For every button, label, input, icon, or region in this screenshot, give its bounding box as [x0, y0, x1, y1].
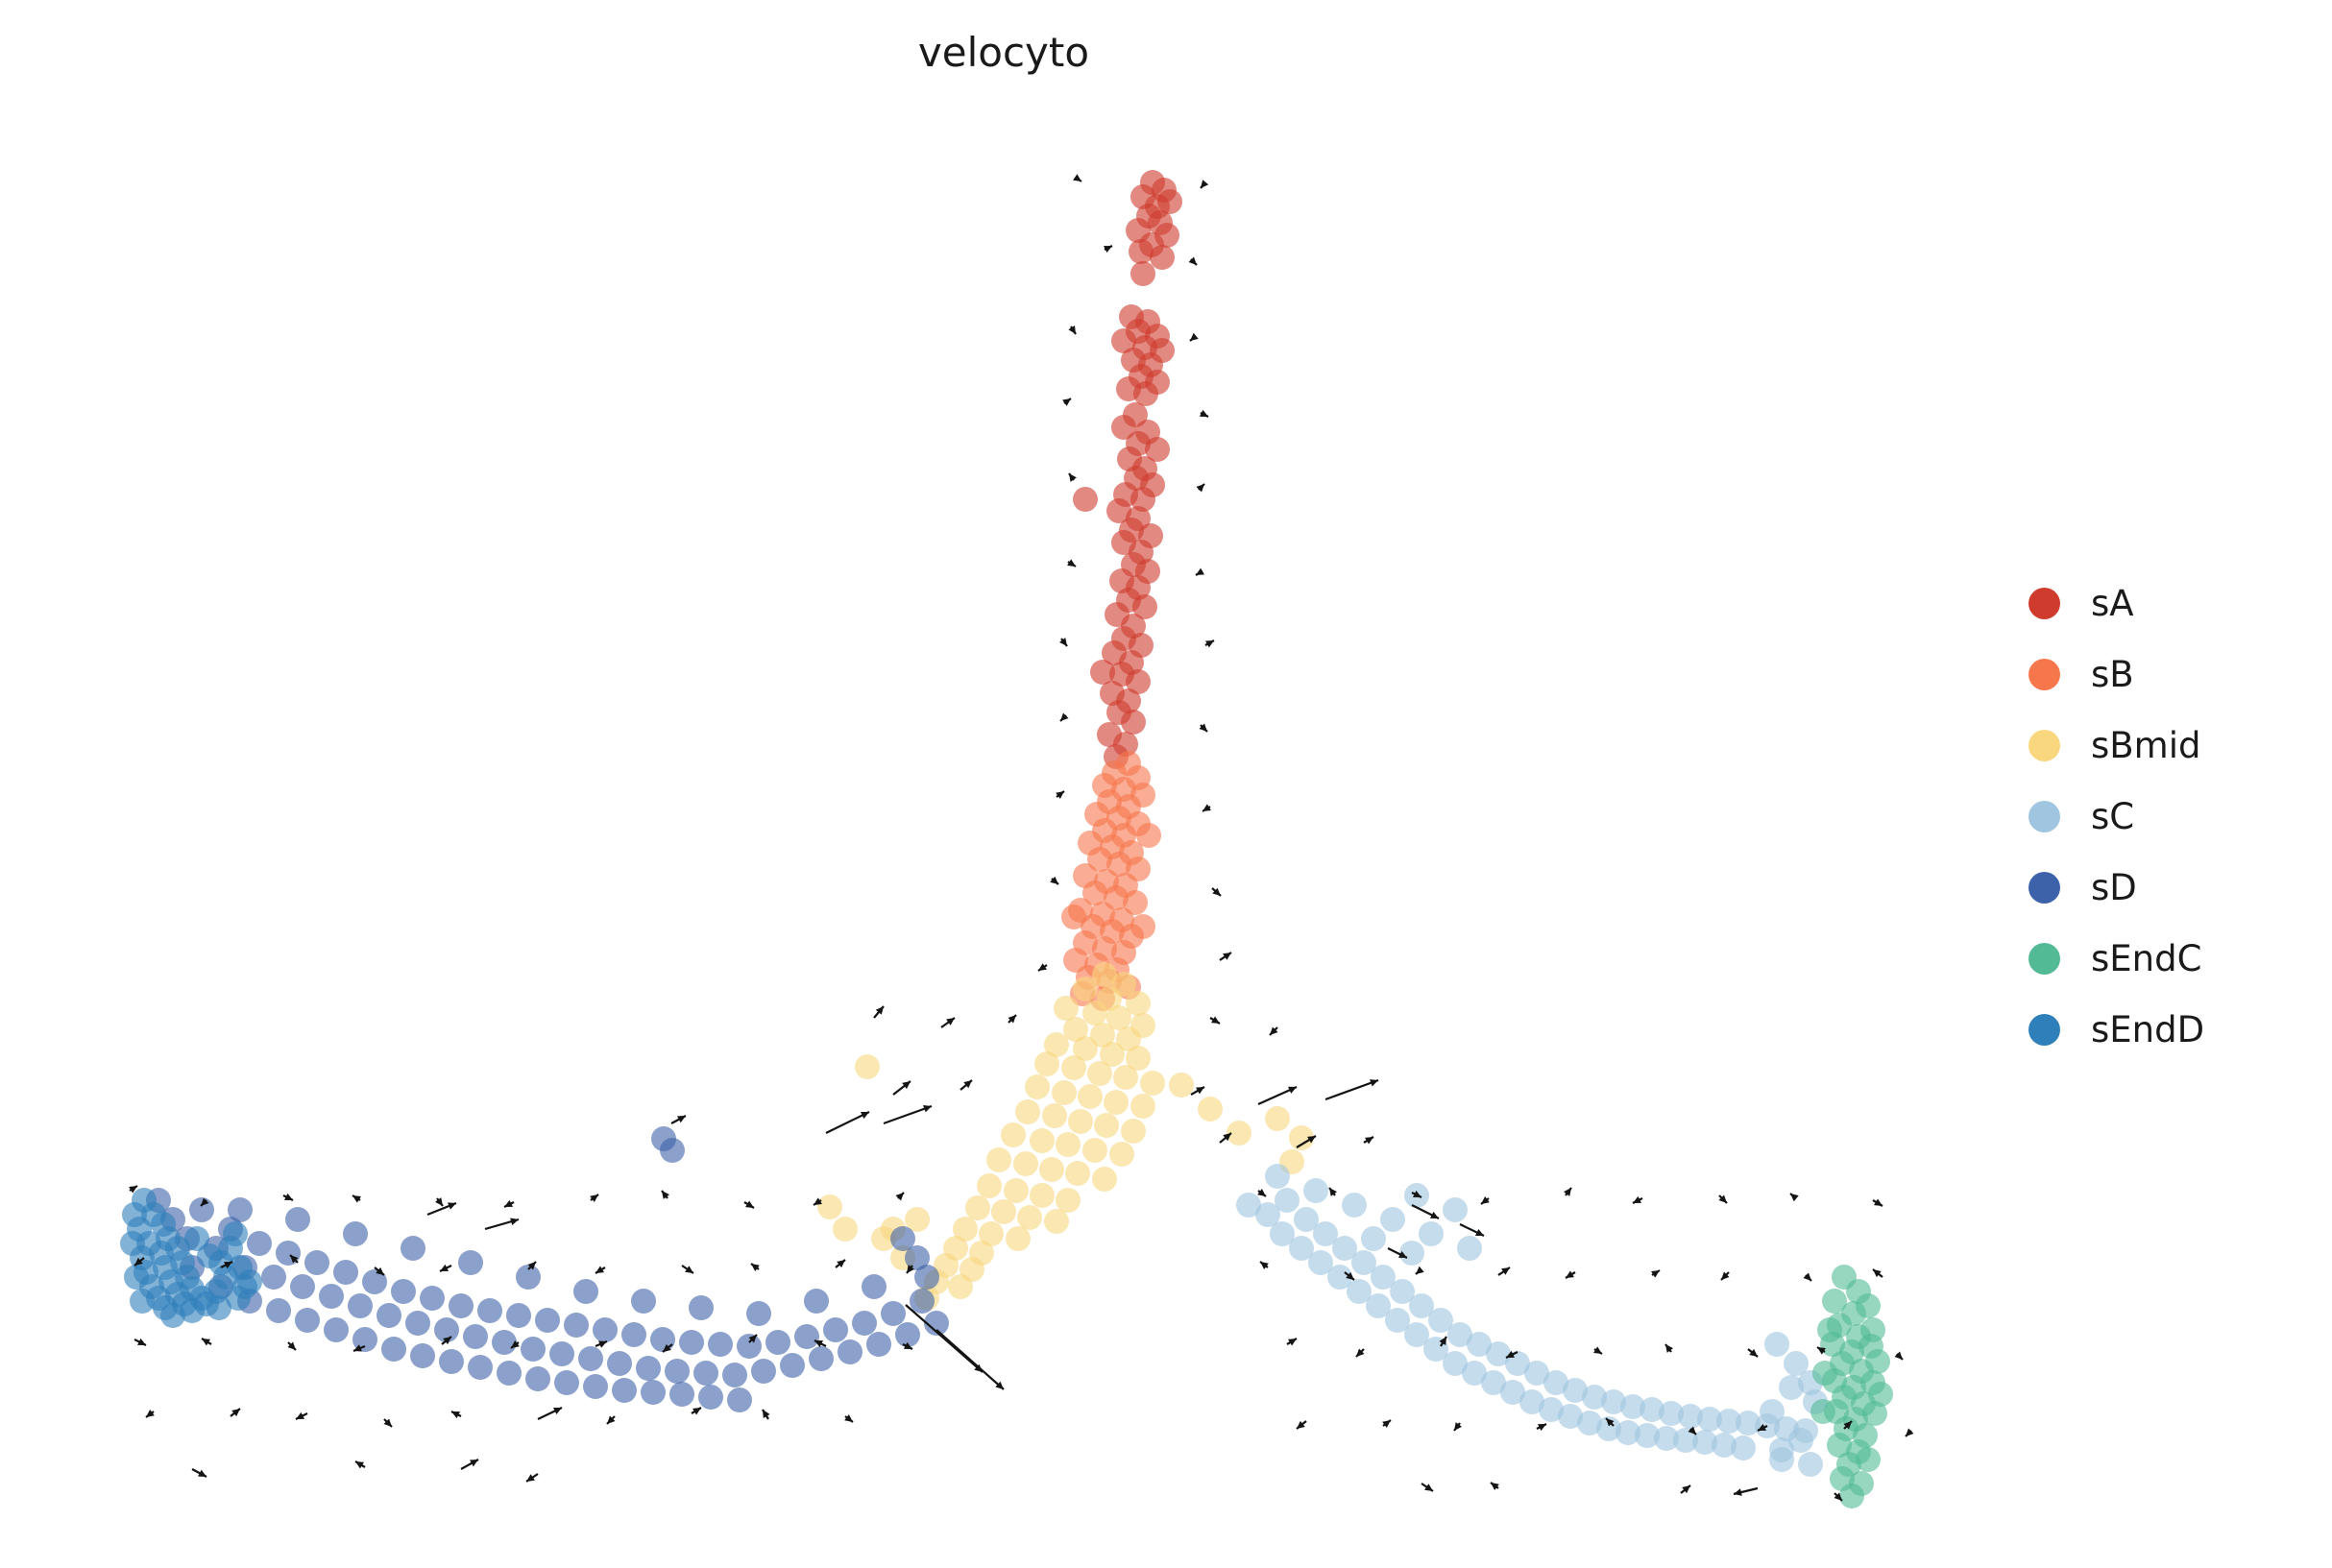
series-sC: [1236, 1164, 1828, 1477]
legend-dot-sB: [2028, 658, 2060, 690]
series-sB: [1061, 751, 1161, 1011]
legend-dot-sEndC: [2028, 942, 2060, 975]
legend-dot-sA: [2028, 587, 2060, 619]
series-sA: [1073, 170, 1182, 769]
series-sD: [146, 1126, 949, 1412]
legend-item-sEndC: sEndC: [2028, 933, 2204, 983]
legend-label-sD: sD: [2091, 866, 2137, 908]
series-sEndD: [120, 1188, 262, 1328]
legend-item-sC: sC: [2028, 791, 2204, 841]
legend-item-sA: sA: [2028, 578, 2204, 628]
legend-item-sBmid: sBmid: [2028, 720, 2204, 770]
series-sBmid: [817, 962, 1314, 1311]
legend-label-sB: sB: [2091, 653, 2134, 695]
legend-label-sEndD: sEndD: [2091, 1008, 2205, 1050]
legend-item-sD: sD: [2028, 862, 2204, 912]
velocity-arrows: [129, 174, 1914, 1502]
legend-dot-sBmid: [2028, 729, 2060, 761]
legend-item-sB: sB: [2028, 649, 2204, 699]
legend-label-sEndC: sEndC: [2091, 937, 2202, 979]
legend: sA sB sBmid sC sD sEndC sEndD: [2028, 578, 2204, 1054]
legend-label-sBmid: sBmid: [2091, 724, 2201, 766]
legend-dot-sEndD: [2028, 1013, 2060, 1046]
legend-dot-sD: [2028, 871, 2060, 904]
series-sEndC: [1810, 1265, 1893, 1508]
legend-label-sC: sC: [2091, 795, 2135, 837]
legend-item-sEndD: sEndD: [2028, 1004, 2204, 1054]
legend-label-sA: sA: [2091, 582, 2134, 624]
chart-title: velocyto: [917, 29, 1090, 76]
legend-dot-sC: [2028, 800, 2060, 832]
